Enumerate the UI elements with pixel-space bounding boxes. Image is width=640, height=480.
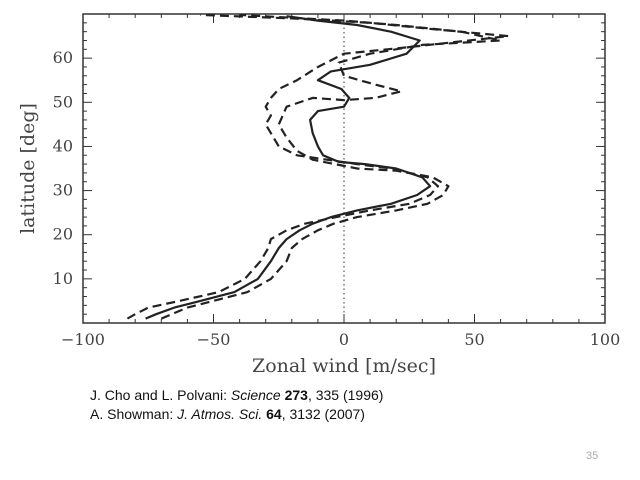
reference-part: A. Showman: xyxy=(90,406,178,422)
references: J. Cho and L. Polvani: Science 273, 335 … xyxy=(90,386,383,424)
y-tick-label: 30 xyxy=(53,181,73,200)
page-number: 35 xyxy=(586,450,599,462)
y-tick-label: 60 xyxy=(53,48,73,67)
reference-part: 64 xyxy=(266,406,282,422)
zonal-wind-chart: −100 −50 0 50 100 10 20 30 40 50 60 Zonal wind [m/s… xyxy=(17,13,621,377)
y-axis-label: latitude [deg] xyxy=(17,103,39,234)
reference-part: 273 xyxy=(284,387,308,403)
x-tick-label: 50 xyxy=(464,330,484,349)
x-tick-label: 100 xyxy=(590,330,621,349)
y-tick-label: 20 xyxy=(53,225,73,244)
reference-line: J. Cho and L. Polvani: Science 273, 335 … xyxy=(90,386,383,405)
reference-part: , 335 (1996) xyxy=(307,387,384,403)
reference-part: Science xyxy=(230,387,281,403)
y-tick-label: 10 xyxy=(53,269,73,288)
reference-part: J. Cho and L. Polvani: xyxy=(90,387,231,403)
y-tick-label: 50 xyxy=(53,92,73,111)
reference-part: J. Atmos. Sci. xyxy=(177,406,263,422)
series-line-3 xyxy=(126,13,510,320)
x-tick-label: −100 xyxy=(61,330,105,349)
y-tick-label: 40 xyxy=(53,136,73,155)
x-tick-label: 0 xyxy=(339,330,349,349)
series-line-1 xyxy=(145,15,432,320)
reference-line: A. Showman: J. Atmos. Sci. 64, 3132 (200… xyxy=(90,405,383,424)
reference-part: , 3132 (2007) xyxy=(281,406,365,422)
x-tick-label: −50 xyxy=(197,330,231,349)
series-line-2 xyxy=(160,13,502,320)
x-axis-label: Zonal wind [m/sec] xyxy=(252,355,436,377)
